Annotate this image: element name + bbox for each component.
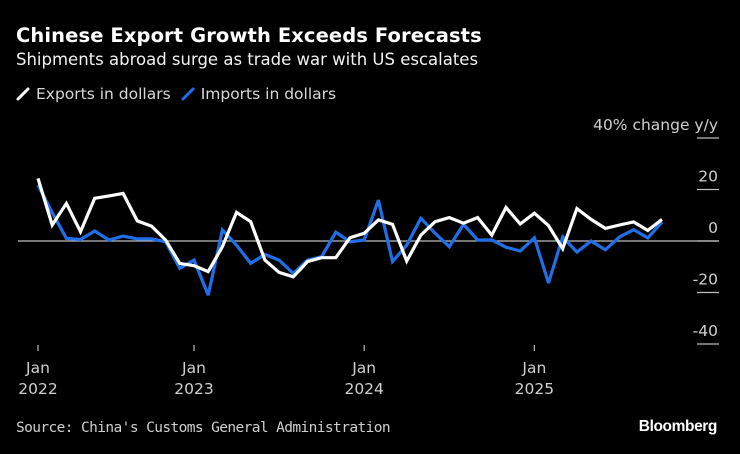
y-tick-label: -40 — [693, 322, 718, 340]
legend-swatch-exports — [16, 87, 30, 101]
legend-label-exports: Exports in dollars — [36, 85, 171, 103]
chart-subtitle: Shipments abroad surge as trade war with… — [16, 50, 479, 69]
series-line-imports — [36, 184, 664, 296]
y-tick-label: 20 — [698, 168, 718, 186]
x-tick-label-year: 2025 — [515, 380, 554, 398]
chart-title: Chinese Export Growth Exceeds Forecasts — [16, 24, 482, 47]
legend-swatch-imports — [181, 87, 195, 101]
bloomberg-logo: Bloomberg — [638, 418, 718, 435]
x-tick-label-month: Jan — [25, 359, 50, 377]
x-tick-label-year: 2023 — [174, 380, 213, 398]
legend-item-imports: Imports in dollars — [181, 85, 336, 103]
x-tick-label-month: Jan — [521, 359, 546, 377]
series-line-exports — [36, 177, 663, 279]
x-tick-label-year: 2022 — [18, 380, 57, 398]
x-tick-label-year: 2024 — [344, 380, 383, 398]
source-note: Source: China's Customs General Administ… — [16, 420, 391, 436]
x-tick-label-month: Jan — [351, 359, 376, 377]
x-tick-label-month: Jan — [181, 359, 206, 377]
legend-label-imports: Imports in dollars — [200, 85, 337, 103]
legend-item-exports: Exports in dollars — [16, 85, 171, 103]
y-tick-label: 40% change y/y — [593, 116, 718, 134]
y-tick-label: -20 — [693, 271, 718, 289]
legend: Exports in dollars Imports in dollars — [16, 85, 346, 103]
y-tick-label: 0 — [708, 219, 718, 237]
